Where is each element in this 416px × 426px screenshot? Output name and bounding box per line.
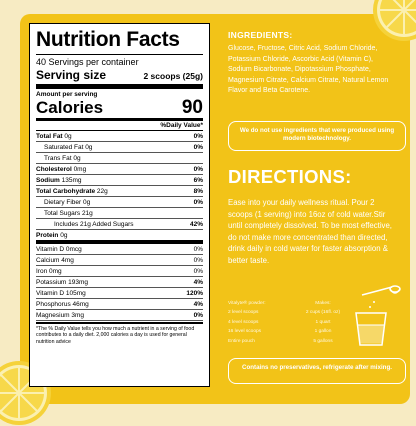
vitamin-row: Calcium 4mg 0% bbox=[36, 255, 203, 266]
table-row: Vitalyte® powder: Makes: bbox=[228, 301, 331, 306]
nutrient-row: Includes 21g Added Sugars 42% bbox=[36, 219, 203, 230]
vitamin-row: Vitamin D 0mcg 0% bbox=[36, 244, 203, 255]
lemon-slice-icon bbox=[373, 0, 416, 41]
nutrient-row: Trans Fat 0g bbox=[36, 153, 203, 164]
nutrient-row: Total Fat 0g 0% bbox=[36, 131, 203, 142]
vitamin-row: Iron 0mg 0% bbox=[36, 266, 203, 277]
directions-text: Ease into your daily wellness ritual. Po… bbox=[228, 198, 392, 265]
calories-label: Calories bbox=[36, 98, 104, 117]
storage-notice: Contains no preservatives, refrigerate a… bbox=[228, 358, 406, 384]
scoop-and-glass-icon bbox=[355, 285, 401, 346]
nutrition-title: Nutrition Facts bbox=[36, 28, 203, 55]
vitamin-row: Magnesium 3mg 0% bbox=[36, 310, 203, 321]
calories-value: 90 bbox=[181, 97, 203, 118]
daily-value-header: %Daily Value* bbox=[36, 121, 203, 131]
vitamin-row: Phosphorus 46mg 4% bbox=[36, 299, 203, 310]
directions-title: DIRECTIONS: bbox=[228, 166, 352, 187]
nutrient-row: Total Carbohydrate 22g 8% bbox=[36, 186, 203, 197]
nutrient-row: Saturated Fat 0g 0% bbox=[36, 142, 203, 153]
table-row: Entire pouch 5 gallons bbox=[228, 338, 333, 344]
ingredients-title: INGREDIENTS: bbox=[228, 30, 293, 40]
table-row: 4 level scoops 1 quart bbox=[228, 319, 331, 325]
mixing-table: Vitalyte® powder: Makes: 2 level scoops 2 … bbox=[228, 299, 346, 346]
table-row: 2 level scoops 2 cups (16fl. oz) bbox=[228, 310, 341, 316]
nutrition-facts-label: Nutrition Facts 40 Servings per containe… bbox=[29, 23, 210, 387]
nutrient-row: Sodium 135mg 6% bbox=[36, 175, 203, 186]
biotech-notice: We do not use ingredients that were prod… bbox=[228, 121, 406, 151]
ingredients-text: Glucose, Fructose, Citric Acid, Sodium C… bbox=[228, 45, 389, 95]
serving-size-value: 2 scoops (25g) bbox=[143, 71, 203, 81]
nutrient-row: Protein 0g bbox=[36, 230, 203, 244]
serving-size-row: Serving size 2 scoops (25g) bbox=[36, 68, 203, 89]
servings-per-container: 40 Servings per container bbox=[36, 57, 139, 67]
daily-value-footnote: *The % Daily Value tells you how much a … bbox=[36, 322, 203, 345]
vitamin-row: Vitamin D 105mg 120% bbox=[36, 288, 203, 299]
amount-per-serving: Amount per serving bbox=[36, 91, 98, 98]
table-row: 16 level scoops 1 gallon bbox=[228, 329, 332, 335]
calories-row: Calories 90 bbox=[36, 98, 203, 121]
nutrient-row: Dietary Fiber 0g 0% bbox=[36, 197, 203, 208]
nutrient-row: Total Sugars 21g bbox=[36, 208, 203, 219]
vitamin-row: Potassium 193mg 4% bbox=[36, 277, 203, 288]
serving-size-label: Serving size bbox=[36, 68, 107, 82]
nutrient-row: Cholesterol 0mg 0% bbox=[36, 164, 203, 175]
